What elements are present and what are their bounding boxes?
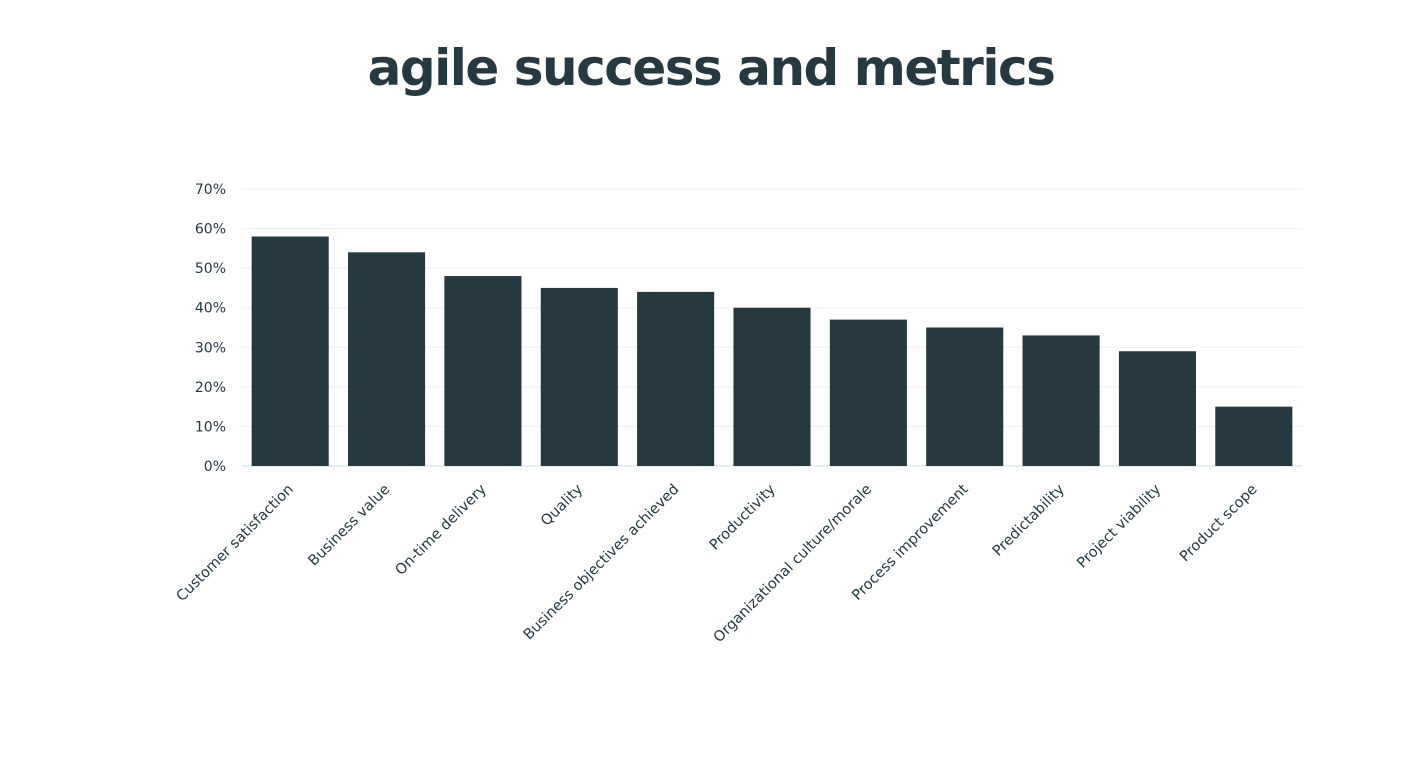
x-axis: Customer satisfaction Business value On-ti… [174,481,1261,646]
y-tick-label: 40% [195,301,226,317]
bar [348,252,426,466]
y-tick-label: 30% [195,340,226,356]
y-tick-label: 60% [195,222,226,238]
bar [1118,351,1196,466]
bars [251,236,1293,466]
x-tick-label: Quality [538,481,586,529]
x-tick-label: Product scope [1177,481,1261,565]
x-tick-label: On-time delivery [393,481,490,578]
x-tick-label: Business value [306,481,394,569]
x-tick-label: Project viability [1074,481,1164,571]
x-tick-label: Organizational culture/morale [711,481,875,645]
bar [829,319,907,466]
x-tick-label: Business objectives achieved [521,482,683,644]
x-tick-label: Customer satisfaction [174,482,297,605]
bar [251,236,329,466]
bar [1022,335,1100,466]
y-tick-label: 20% [195,380,226,396]
bar [444,276,522,466]
y-tick-label: 70% [195,182,226,198]
y-axis: 0% 10% 20% 30% 40% 50% 60% 70% [195,182,226,475]
y-tick-label: 0% [204,459,226,475]
bar [926,327,1004,466]
y-tick-label: 10% [195,419,226,435]
y-tick-label: 50% [195,261,226,277]
bar [1215,406,1293,466]
bar [733,307,811,466]
bar [540,287,618,466]
bar [637,291,715,466]
x-tick-label: Predictability [990,481,1068,559]
x-tick-label: Productivity [707,481,779,553]
chart-title: agile success and metrics [367,39,1056,97]
